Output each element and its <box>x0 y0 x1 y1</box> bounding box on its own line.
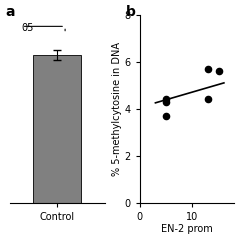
Point <box>164 114 168 118</box>
Point <box>206 97 210 101</box>
Text: 05: 05 <box>22 24 34 33</box>
Point <box>164 97 168 101</box>
X-axis label: EN-2 prom: EN-2 prom <box>161 224 213 234</box>
Point <box>164 100 168 104</box>
Text: a: a <box>5 6 15 19</box>
Point <box>217 69 221 73</box>
Bar <box>34 55 81 203</box>
Y-axis label: % 5-methylcytosine in DNA: % 5-methylcytosine in DNA <box>112 42 121 176</box>
Text: b: b <box>125 6 135 19</box>
Point <box>206 67 210 71</box>
